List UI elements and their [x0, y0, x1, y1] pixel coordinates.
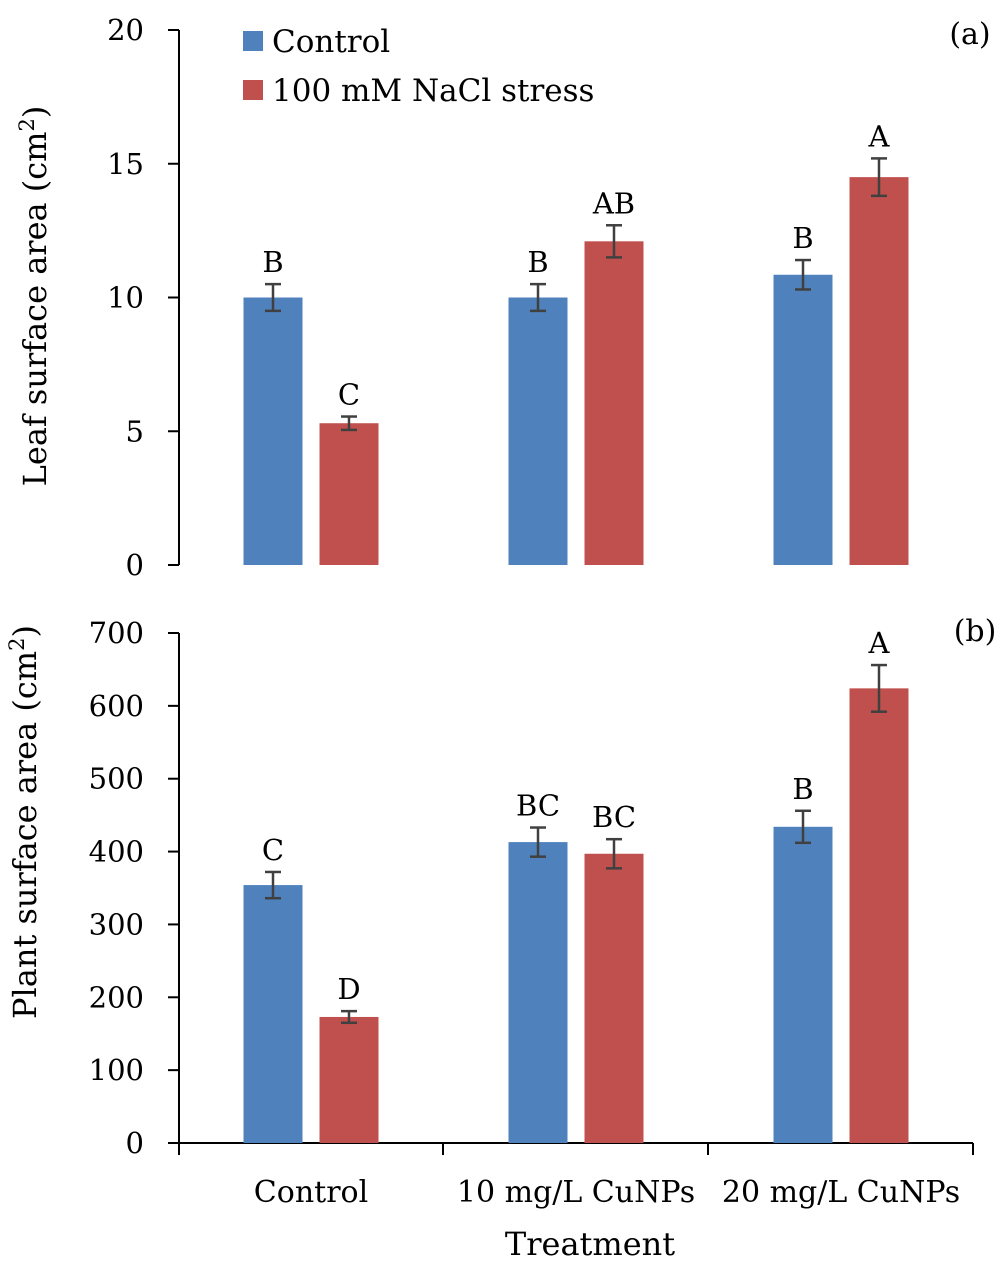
panel-b-bar — [849, 688, 909, 1143]
panel-a: Leaf surface area (cm2) (a) Control 100 … — [15, 13, 991, 582]
panel-b-bar — [243, 885, 303, 1143]
panel-b-y-tick-label: 200 — [89, 980, 144, 1014]
panel-b-significance-letter: BC — [516, 789, 560, 823]
panel-b-bar — [508, 842, 568, 1143]
panel-a-bar — [243, 297, 303, 565]
x-category-label-20mg: 20 mg/L CuNPs — [722, 1175, 960, 1210]
panel-a-significance-letter: A — [868, 119, 891, 153]
legend-swatch-nacl — [243, 80, 263, 100]
panel-a-significance-letter: B — [527, 245, 548, 279]
panel-b-bar — [773, 826, 833, 1143]
panel-b-y-title-text: Plant surface area (cm — [6, 651, 44, 1019]
legend-label-control: Control — [272, 24, 390, 60]
x-category-label-10mg: 10 mg/L CuNPs — [457, 1175, 695, 1210]
panel-a-bar — [773, 274, 833, 565]
panel-b-bar — [584, 853, 644, 1143]
panel-b-y-tick-label: 400 — [89, 835, 144, 869]
superscript-two: 2 — [5, 638, 29, 651]
panel-a-y-tick-label: 10 — [107, 281, 144, 315]
panel-a-y-axis-title: Leaf surface area (cm2) — [15, 106, 54, 487]
panel-b-y-tick-label: 0 — [126, 1126, 144, 1160]
panel-a-y-title: Leaf surface area (cm2) — [15, 106, 54, 487]
panel-a-label: (a) — [949, 17, 990, 52]
x-axis-title: Treatment — [505, 1225, 675, 1263]
panel-b-significance-letter: D — [337, 972, 360, 1006]
panel-a-bar — [508, 297, 568, 565]
panel-a-significance-letter: B — [262, 245, 283, 279]
panel-b-y-title: Plant surface area (cm2) — [5, 625, 44, 1019]
panel-b-y-tick-label: 600 — [89, 689, 144, 723]
panel-a-significance-letter: C — [338, 378, 360, 412]
unit-close: ) — [16, 106, 54, 118]
panel-a-y-title-text: Leaf surface area (cm — [16, 131, 54, 486]
panel-b-y-tick-label: 300 — [89, 907, 144, 941]
panel-a-significance-letter: AB — [592, 186, 635, 220]
legend-label-nacl: 100 mM NaCl stress — [272, 73, 594, 109]
panel-a-significance-letter: B — [792, 221, 813, 255]
panel-b-significance-letter: C — [262, 833, 284, 867]
panel-a-y-tick-label: 15 — [107, 147, 144, 181]
legend: Control 100 mM NaCl stress — [243, 24, 594, 109]
panel-a-y-tick-label: 20 — [107, 13, 144, 47]
panel-a-y-tick-label: 0 — [126, 548, 144, 582]
panel-b-significance-letter: A — [868, 626, 891, 660]
panel-b-significance-letter: BC — [592, 800, 636, 834]
superscript-two: 2 — [15, 118, 39, 131]
panel-a-bar — [319, 423, 379, 565]
legend-swatch-control — [243, 31, 263, 51]
panel-b: Plant surface area (cm2) (b) 0 100 200 300 4… — [5, 614, 996, 1160]
panel-b-label: (b) — [954, 614, 997, 649]
panel-b-y-tick-label: 100 — [89, 1053, 144, 1087]
unit-close: ) — [6, 625, 44, 637]
x-category-label-control: Control — [254, 1175, 368, 1210]
panel-a-bar — [849, 177, 909, 565]
panel-a-y-tick-label: 5 — [126, 414, 144, 448]
panel-b-significance-letter: B — [792, 772, 813, 806]
x-axis-labels: Control 10 mg/L CuNPs 20 mg/L CuNPs Trea… — [254, 1175, 960, 1263]
panel-b-y-tick-label: 700 — [89, 616, 144, 650]
panel-b-y-axis-title: Plant surface area (cm2) — [5, 625, 44, 1019]
panel-b-y-tick-label: 500 — [89, 762, 144, 796]
panel-a-bar — [584, 241, 644, 565]
panel-b-bar — [319, 1016, 379, 1143]
